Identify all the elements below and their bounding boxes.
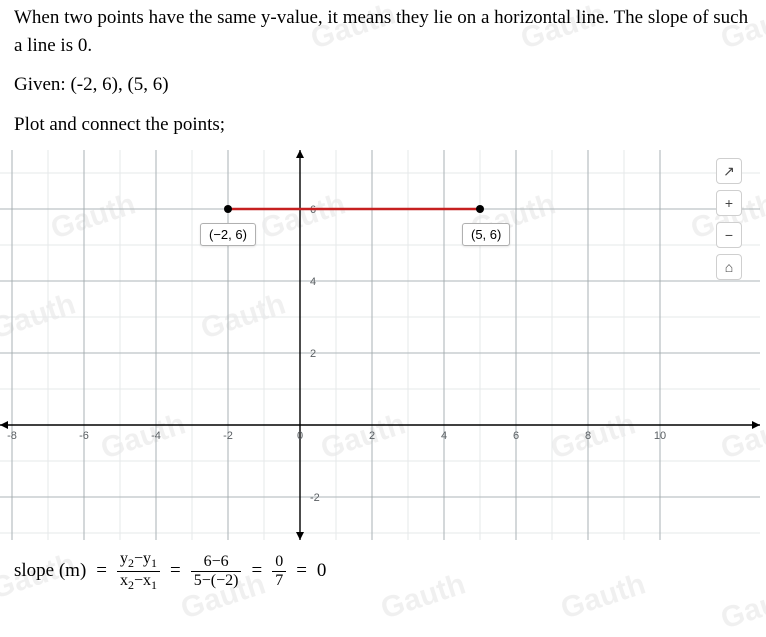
given-text: Given: (-2, 6), (5, 6) — [14, 71, 752, 99]
coordinate-chart: -8-6-4-20246810-22468 (−2, 6) (5, 6) ↗ +… — [0, 150, 766, 540]
slope-formula: slope (m) = y2−y1 x2−x1 = 6−6 5−(−2) = 0… — [0, 540, 766, 592]
y2-sub: 2 — [128, 556, 134, 570]
svg-text:-4: -4 — [151, 430, 161, 442]
plus-icon: + — [725, 195, 733, 211]
instruction-text: Plot and connect the points; — [14, 111, 752, 139]
svg-text:-2: -2 — [310, 492, 320, 504]
point-label-a: (−2, 6) — [200, 223, 256, 246]
svg-text:6: 6 — [513, 430, 519, 442]
x2-sub: 2 — [128, 578, 134, 592]
pan-icon: ↗ — [723, 163, 735, 180]
home-button[interactable]: ⌂ — [716, 254, 742, 280]
x2-var: x — [120, 572, 128, 589]
svg-text:8: 8 — [585, 430, 591, 442]
svg-text:2: 2 — [369, 430, 375, 442]
chart-toolbar: ↗ + − ⌂ — [716, 158, 744, 280]
minus-icon: − — [725, 227, 733, 243]
pan-button[interactable]: ↗ — [716, 158, 742, 184]
frac2-num: 6−6 — [201, 553, 232, 571]
formula-lhs: slope (m) — [14, 560, 86, 582]
svg-text:10: 10 — [654, 430, 666, 442]
y2-var: y — [120, 550, 128, 567]
equals-4: = — [296, 560, 307, 582]
svg-text:4: 4 — [310, 276, 316, 288]
y1-var: y — [143, 550, 151, 567]
svg-text:4: 4 — [441, 430, 447, 442]
fraction-symbolic: y2−y1 x2−x1 — [117, 550, 160, 592]
y1-sub: 1 — [151, 556, 157, 570]
x1-sub: 1 — [151, 578, 157, 592]
x1-var: x — [143, 572, 151, 589]
chart-svg: -8-6-4-20246810-22468 — [0, 150, 766, 540]
home-icon: ⌂ — [725, 259, 733, 275]
intro-text: When two points have the same y-value, i… — [14, 4, 752, 59]
fraction-simplified: 0 7 — [272, 553, 286, 589]
fraction-substituted: 6−6 5−(−2) — [191, 553, 242, 589]
point-label-b: (5, 6) — [462, 223, 510, 246]
zoom-out-button[interactable]: − — [716, 222, 742, 248]
svg-text:-8: -8 — [7, 430, 17, 442]
frac3-num: 0 — [272, 553, 286, 571]
svg-text:-6: -6 — [79, 430, 89, 442]
zoom-in-button[interactable]: + — [716, 190, 742, 216]
svg-text:0: 0 — [297, 430, 303, 442]
frac2-den: 5−(−2) — [191, 571, 242, 590]
svg-text:-2: -2 — [223, 430, 233, 442]
equals-1: = — [96, 560, 107, 582]
frac3-den: 7 — [272, 571, 286, 590]
equals-2: = — [170, 560, 181, 582]
formula-result: 0 — [317, 560, 327, 582]
equals-3: = — [251, 560, 262, 582]
svg-text:2: 2 — [310, 348, 316, 360]
